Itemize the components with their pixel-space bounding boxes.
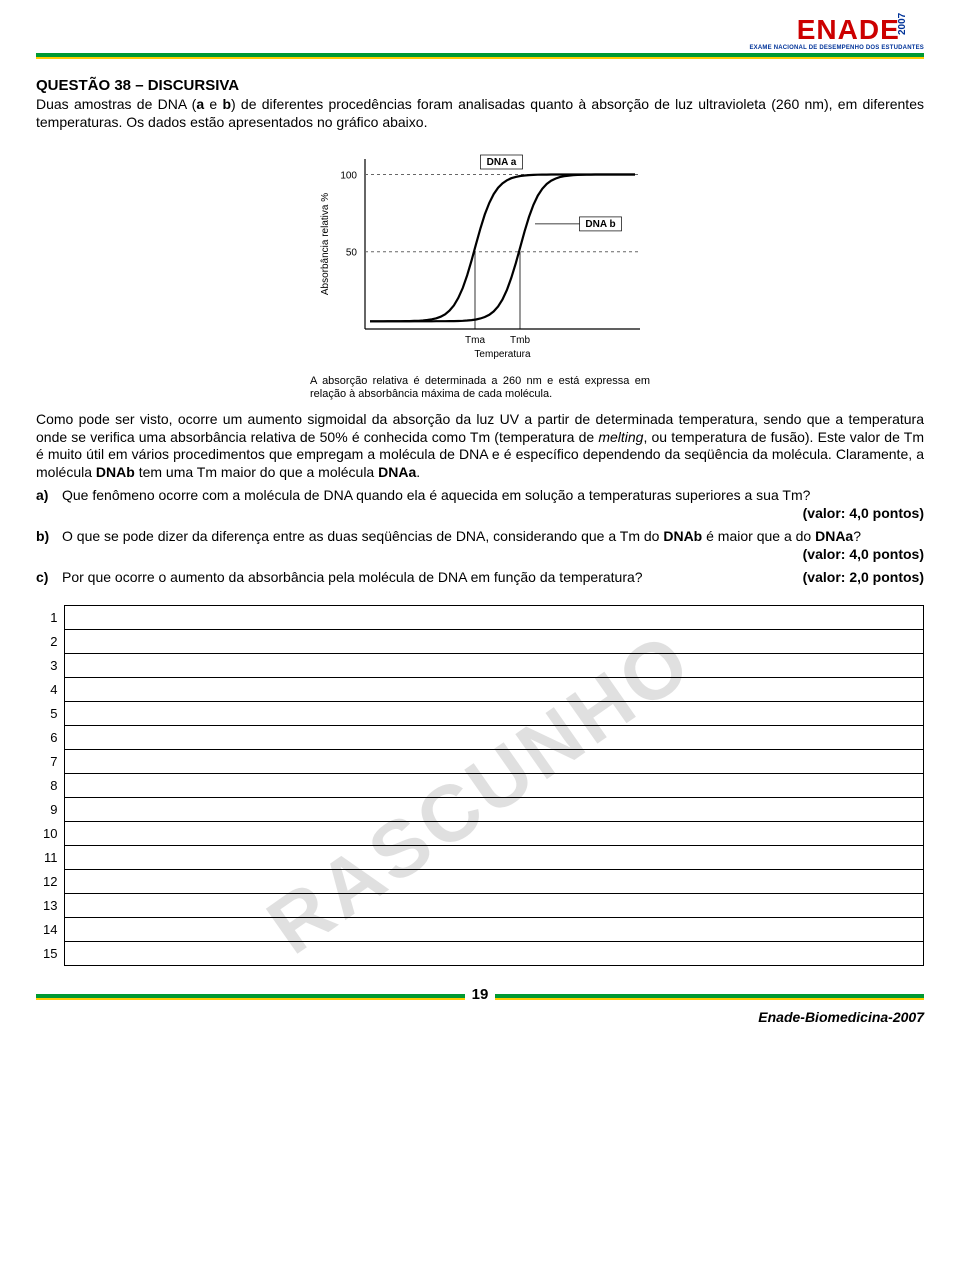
p2-t3: tem uma Tm maior do que a molécula bbox=[135, 464, 378, 480]
answer-line-number: 14 bbox=[36, 917, 64, 941]
answer-line-number: 8 bbox=[36, 773, 64, 797]
page-number: 19 bbox=[465, 986, 495, 1003]
bold-dnab: DNAb bbox=[96, 464, 135, 480]
item-b-post: ? bbox=[853, 528, 861, 544]
item-b-label: b) bbox=[36, 528, 62, 563]
header-rules bbox=[36, 53, 924, 59]
logo-subtitle: EXAME NACIONAL DE DESEMPENHO DOS ESTUDAN… bbox=[749, 45, 924, 51]
answer-line bbox=[64, 653, 924, 677]
item-c-text: Por que ocorre o aumento da absorbância … bbox=[62, 569, 643, 585]
item-c-value: (valor: 2,0 pontos) bbox=[803, 569, 924, 587]
answer-line bbox=[64, 701, 924, 725]
answer-line bbox=[64, 725, 924, 749]
question-item-a: a) Que fenômeno ocorre com a molécula de… bbox=[36, 487, 924, 522]
italic-melting: melting bbox=[598, 429, 643, 445]
answer-line-number: 4 bbox=[36, 677, 64, 701]
answer-line bbox=[64, 677, 924, 701]
svg-text:Absorbância relativa %: Absorbância relativa % bbox=[320, 193, 331, 295]
svg-text:Tmb: Tmb bbox=[510, 335, 530, 346]
svg-text:DNA a: DNA a bbox=[487, 157, 517, 168]
item-b-pre: O que se pode dizer da diferença entre a… bbox=[62, 528, 663, 544]
chart-container: 100 50 Absorbância relativa % Tma Tmb Tempera… bbox=[36, 149, 924, 369]
answer-line-number: 1 bbox=[36, 605, 64, 629]
answer-line bbox=[64, 941, 924, 965]
svg-text:DNA b: DNA b bbox=[585, 219, 615, 230]
p2-t4: . bbox=[416, 464, 420, 480]
bold-a: a bbox=[196, 96, 204, 112]
answer-lines-table: 123456789101112131415 bbox=[36, 605, 924, 966]
question-item-b: b) O que se pode dizer da diferença entr… bbox=[36, 528, 924, 563]
header: ENADE2007 EXAME NACIONAL DE DESEMPENHO D… bbox=[36, 16, 924, 51]
answer-line-number: 3 bbox=[36, 653, 64, 677]
intro-text-1: Duas amostras de DNA ( bbox=[36, 96, 196, 112]
item-b-dnab: DNAb bbox=[663, 528, 702, 544]
question-title: QUESTÃO 38 – DISCURSIVA bbox=[36, 77, 924, 94]
footer-label: Enade-Biomedicina-2007 bbox=[36, 1009, 924, 1025]
item-b-value: (valor: 4,0 pontos) bbox=[803, 546, 924, 564]
answer-line-number: 6 bbox=[36, 725, 64, 749]
answer-line-number: 9 bbox=[36, 797, 64, 821]
bold-b: b bbox=[222, 96, 231, 112]
item-b-dnaa: DNAa bbox=[815, 528, 853, 544]
answer-line-number: 11 bbox=[36, 845, 64, 869]
svg-text:50: 50 bbox=[346, 248, 358, 259]
answer-line bbox=[64, 869, 924, 893]
answer-line bbox=[64, 917, 924, 941]
item-c-label: c) bbox=[36, 569, 62, 587]
answer-line bbox=[64, 749, 924, 773]
item-a-value: (valor: 4,0 pontos) bbox=[803, 505, 924, 523]
item-a-text: Que fenômeno ocorre com a molécula de DN… bbox=[62, 487, 810, 503]
bold-dnaa: DNAa bbox=[378, 464, 416, 480]
svg-text:100: 100 bbox=[340, 170, 357, 181]
answer-line bbox=[64, 629, 924, 653]
answer-line bbox=[64, 893, 924, 917]
answer-line bbox=[64, 821, 924, 845]
paragraph-2: Como pode ser visto, ocorre um aumento s… bbox=[36, 411, 924, 481]
logo-main: ENADE bbox=[797, 14, 900, 45]
answer-line-number: 5 bbox=[36, 701, 64, 725]
logo: ENADE2007 EXAME NACIONAL DE DESEMPENHO D… bbox=[749, 16, 924, 51]
question-intro: Duas amostras de DNA (a e b) de diferent… bbox=[36, 96, 924, 131]
answer-line bbox=[64, 605, 924, 629]
item-a-label: a) bbox=[36, 487, 62, 522]
svg-text:Temperatura: Temperatura bbox=[474, 349, 531, 360]
answer-line bbox=[64, 773, 924, 797]
item-b-mid: é maior que a do bbox=[702, 528, 815, 544]
svg-text:Tma: Tma bbox=[465, 335, 485, 346]
melting-chart: 100 50 Absorbância relativa % Tma Tmb Tempera… bbox=[310, 149, 650, 369]
logo-year: 2007 bbox=[897, 13, 908, 35]
intro-text-2: e bbox=[204, 96, 222, 112]
answer-line-number: 13 bbox=[36, 893, 64, 917]
answer-line-number: 2 bbox=[36, 629, 64, 653]
answer-line-number: 12 bbox=[36, 869, 64, 893]
answer-line-number: 10 bbox=[36, 821, 64, 845]
answer-line bbox=[64, 797, 924, 821]
question-item-c: c) Por que ocorre o aumento da absorbânc… bbox=[36, 569, 924, 587]
answer-line-number: 15 bbox=[36, 941, 64, 965]
answer-line-number: 7 bbox=[36, 749, 64, 773]
answer-line bbox=[64, 845, 924, 869]
chart-caption: A absorção relativa é determinada a 260 … bbox=[310, 375, 650, 401]
